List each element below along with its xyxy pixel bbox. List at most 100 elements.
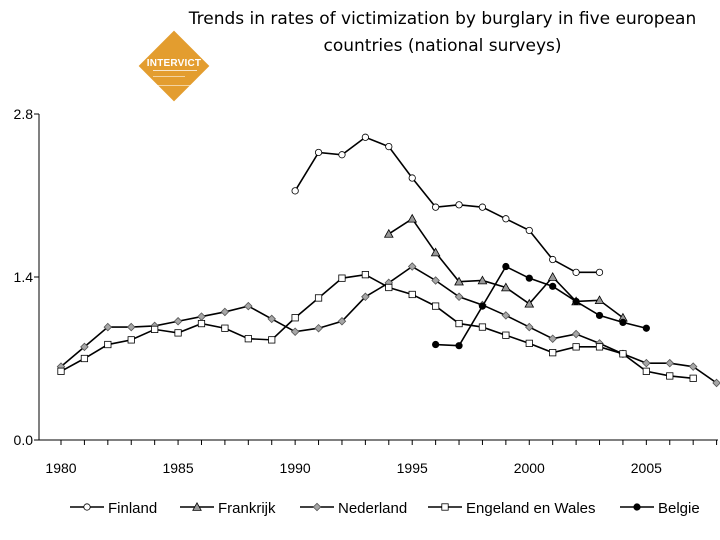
data-point-engeland-en-wales <box>104 340 112 349</box>
series-line-finland <box>294 136 600 274</box>
data-point-nederland <box>126 322 136 332</box>
data-point-nederland <box>454 292 464 302</box>
legend-label-finland: Finland <box>108 500 157 517</box>
legend-marker-frankrijk <box>192 501 202 511</box>
data-point-finland <box>314 148 323 157</box>
legend-marker-finland <box>83 503 91 511</box>
data-point-nederland <box>197 312 206 321</box>
data-point-nederland <box>361 292 370 302</box>
data-point-nederland <box>337 316 347 326</box>
legend-marker-nederland <box>312 502 322 512</box>
data-point-belgie <box>619 318 627 327</box>
data-point-nederland <box>314 323 323 333</box>
data-point-belgie <box>432 340 440 349</box>
data-point-frankrijk <box>524 298 535 308</box>
data-point-nederland <box>244 301 253 311</box>
data-point-nederland <box>431 276 440 285</box>
logo-tagline-lines <box>153 70 197 86</box>
data-point-frankrijk <box>430 247 441 257</box>
data-point-engeland-en-wales <box>57 367 65 375</box>
chart-series <box>56 133 720 388</box>
legend-item-engeland-en-wales: Engeland en Wales <box>428 500 596 517</box>
data-point-engeland-en-wales <box>689 374 697 382</box>
data-point-engeland-en-wales <box>221 324 229 332</box>
y-tick-label: 1.4 <box>14 269 34 285</box>
data-point-nederland <box>548 334 557 343</box>
legend-marker-engeland-en-wales <box>441 503 449 511</box>
data-point-engeland-en-wales <box>572 343 580 351</box>
data-point-frankrijk <box>594 295 605 305</box>
data-point-nederland <box>665 358 675 368</box>
legend-label-nederland: Nederland <box>338 500 407 517</box>
data-point-belgie <box>478 302 487 310</box>
data-point-engeland-en-wales <box>666 372 674 380</box>
data-point-engeland-en-wales <box>478 323 487 331</box>
data-point-nederland <box>642 358 651 368</box>
legend-marker-belgie <box>633 503 641 511</box>
legend-item-nederland: Nederland <box>300 500 407 517</box>
data-point-belgie <box>502 262 510 271</box>
data-point-nederland <box>571 329 581 339</box>
data-point-nederland <box>688 362 698 371</box>
x-tick-label: 1980 <box>45 460 76 476</box>
series-frankrijk <box>383 213 628 322</box>
data-point-engeland-en-wales <box>314 294 323 302</box>
data-point-frankrijk <box>383 228 394 238</box>
data-point-belgie <box>549 282 557 290</box>
data-point-engeland-en-wales <box>291 314 299 322</box>
x-tick-label: 2005 <box>631 460 662 476</box>
series-line-belgie <box>435 265 647 347</box>
legend-item-frankrijk: Frankrijk <box>180 500 276 517</box>
data-point-nederland <box>80 342 89 352</box>
data-point-finland <box>291 187 299 195</box>
data-point-finland <box>385 143 393 151</box>
y-tick-label: 2.8 <box>14 106 34 122</box>
chart-title: Trends in rates of victimization by burg… <box>188 9 697 56</box>
legend-label-frankrijk: Frankrijk <box>218 500 276 517</box>
y-tick-label: 0.0 <box>14 432 34 448</box>
data-point-nederland <box>290 327 300 336</box>
data-point-frankrijk <box>500 282 511 292</box>
data-point-frankrijk <box>477 275 488 285</box>
data-point-frankrijk <box>407 213 418 223</box>
chart-legend: Finland Frankrijk Nederland Engeland en Wal… <box>70 500 700 517</box>
data-point-engeland-en-wales <box>432 302 440 310</box>
series-belgie <box>432 262 650 350</box>
data-point-nederland <box>525 322 534 332</box>
series-finland <box>291 133 604 276</box>
data-point-belgie <box>595 311 604 320</box>
data-point-frankrijk <box>454 276 464 286</box>
legend-item-finland: Finland <box>70 500 157 517</box>
data-point-finland <box>572 268 580 276</box>
data-point-belgie <box>455 342 463 350</box>
logo-text: INTERVICT <box>146 58 202 69</box>
data-point-frankrijk <box>547 271 558 281</box>
data-point-belgie <box>525 274 533 282</box>
data-point-finland <box>432 203 440 211</box>
data-point-nederland <box>173 316 183 326</box>
legend-item-belgie: Belgie <box>620 500 700 517</box>
data-point-nederland <box>267 314 276 324</box>
data-point-engeland-en-wales <box>338 274 346 282</box>
data-point-nederland <box>220 307 230 317</box>
data-point-engeland-en-wales <box>151 325 159 333</box>
data-point-nederland <box>712 378 720 388</box>
x-tick-label: 2000 <box>514 460 545 476</box>
data-point-engeland-en-wales <box>408 290 416 299</box>
data-point-finland <box>478 203 487 211</box>
data-point-nederland <box>103 322 113 332</box>
data-point-engeland-en-wales <box>385 283 393 292</box>
data-point-engeland-en-wales <box>197 319 206 328</box>
intervict-logo: INTERVICT <box>138 30 210 102</box>
data-point-finland <box>549 255 557 264</box>
data-point-nederland <box>501 311 511 320</box>
legend-label-engeland-en-wales: Engeland en Wales <box>466 500 596 517</box>
data-point-finland <box>455 201 463 209</box>
data-point-engeland-en-wales <box>619 350 627 358</box>
data-point-engeland-en-wales <box>455 319 463 328</box>
data-point-finland <box>408 174 416 182</box>
legend-label-belgie: Belgie <box>658 500 700 517</box>
data-point-engeland-en-wales <box>525 339 533 347</box>
data-point-belgie <box>642 324 650 332</box>
